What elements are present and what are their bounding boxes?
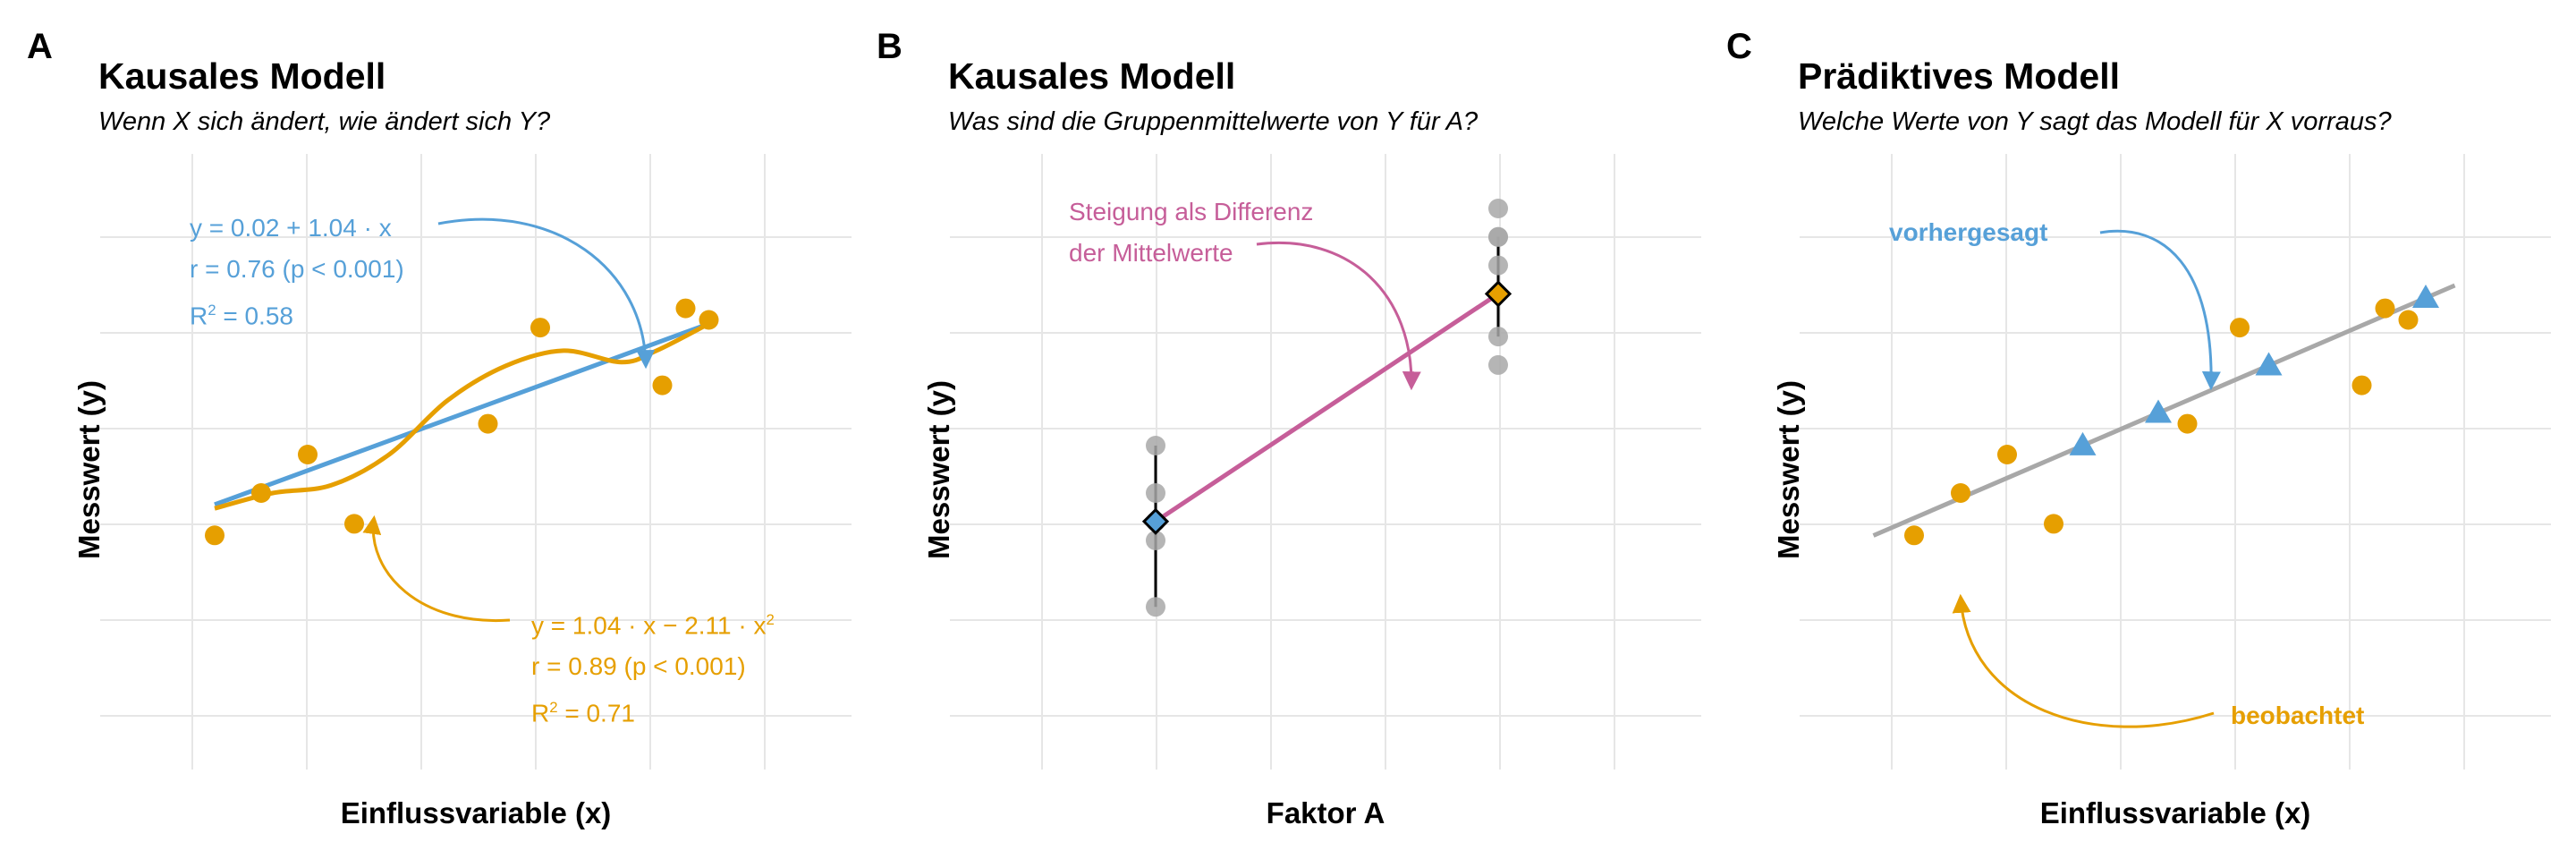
y-axis-label: Messwert (y) [1772, 380, 1805, 559]
group-mean-marker [1484, 280, 1513, 308]
annotation-arrow-orange [362, 515, 511, 623]
observed-point [2044, 514, 2063, 534]
predicted-point [2069, 431, 2097, 455]
data-point [205, 525, 225, 546]
chart-title: Kausales Modell [948, 55, 1236, 97]
chart-title: Prädiktives Modell [1798, 55, 2121, 97]
annotation-arrow-blue [2099, 229, 2221, 391]
annotation-line: r = 0.76 (p < 0.001) [190, 255, 404, 283]
data-point [1488, 327, 1508, 347]
annotation-line: der Mittelwerte [1069, 239, 1233, 267]
data-point [1488, 199, 1508, 218]
observed-point [1904, 525, 1924, 546]
chart-b-plot [950, 154, 1701, 770]
chart-subtitle: Was sind die Gruppenmittelwerte von Y fü… [948, 107, 1479, 136]
data-point [344, 514, 364, 534]
mean-difference-line [1154, 292, 1500, 523]
gridlines [950, 154, 1701, 770]
observed-point [2398, 310, 2419, 330]
data-point [530, 318, 550, 338]
data-point [1488, 255, 1508, 276]
y-axis-label: Messwert (y) [72, 380, 106, 559]
panel-letter: C [1726, 27, 1752, 66]
annotation-smooth-fit: y = 1.04 · x − 2.11 · x2 r = 0.89 (p < 0… [531, 600, 775, 735]
predicted-point [2145, 399, 2172, 423]
panel-c: C Prädiktives Modell Welche Werte von Y … [1699, 0, 2558, 859]
observed-point [2230, 318, 2250, 338]
data-point [251, 483, 271, 503]
x-axis-label: Einflussvariable (x) [2039, 796, 2311, 829]
observed-point [2375, 298, 2395, 319]
observed-point [2177, 413, 2198, 434]
observed-point [1951, 483, 1970, 503]
data-point [1146, 531, 1165, 550]
x-axis-label: Einflussvariable (x) [340, 796, 612, 829]
data-point [675, 298, 696, 319]
predicted-point [2412, 284, 2439, 308]
annotation-arrow-orange [1952, 593, 2215, 728]
data-point [699, 310, 719, 330]
chart-title: Kausales Modell [98, 55, 386, 97]
annotation-line: y = 1.04 · x − 2.11 · x2 [531, 611, 775, 640]
annotation-arrow-blue [437, 217, 656, 370]
annotation-predicted: vorhergesagt [1889, 218, 2048, 246]
gridlines [1800, 154, 2551, 770]
data-point [652, 375, 673, 395]
panel-b: B Kausales Modell Was sind die Gruppenmi… [850, 0, 1708, 859]
chart-subtitle: Wenn X sich ändert, wie ändert sich Y? [98, 107, 551, 136]
data-point [1488, 226, 1508, 247]
annotation-line: r = 0.89 (p < 0.001) [531, 652, 746, 681]
annotation-mean-difference: Steigung als Differenz der Mittelwerte [1069, 191, 1313, 274]
predicted-point [2255, 352, 2283, 376]
data-point [298, 445, 318, 464]
data-point [1146, 483, 1165, 503]
data-point [1488, 354, 1508, 375]
annotation-line: R2 = 0.58 [190, 302, 293, 330]
y-axis-label: Messwert (y) [922, 380, 955, 559]
annotation-observed: beobachtet [2231, 702, 2365, 729]
annotation-linear-fit: y = 0.02 + 1.04 · x r = 0.76 (p < 0.001)… [190, 208, 404, 336]
panel-letter: B [877, 27, 902, 66]
data-point [478, 413, 498, 434]
linear-fit-line [214, 321, 710, 507]
observed-point [2351, 375, 2372, 395]
annotation-arrow-pink [1256, 242, 1421, 391]
data-point [1146, 436, 1165, 455]
group-mean-marker [1141, 507, 1170, 535]
observed-point [1997, 445, 2017, 464]
annotation-line: R2 = 0.71 [531, 699, 635, 727]
panel-letter: A [27, 27, 53, 66]
chart-c-plot [1800, 154, 2551, 770]
data-point [1146, 597, 1165, 617]
chart-a-plot [100, 154, 852, 770]
panel-a: A Kausales Modell Wenn X sich ändert, wi… [0, 0, 859, 859]
x-axis-label: Faktor A [1266, 796, 1385, 829]
annotation-line: y = 0.02 + 1.04 · x [190, 214, 392, 242]
chart-subtitle: Welche Werte von Y sagt das Modell für X… [1798, 107, 2392, 136]
annotation-line: Steigung als Differenz [1069, 198, 1314, 225]
